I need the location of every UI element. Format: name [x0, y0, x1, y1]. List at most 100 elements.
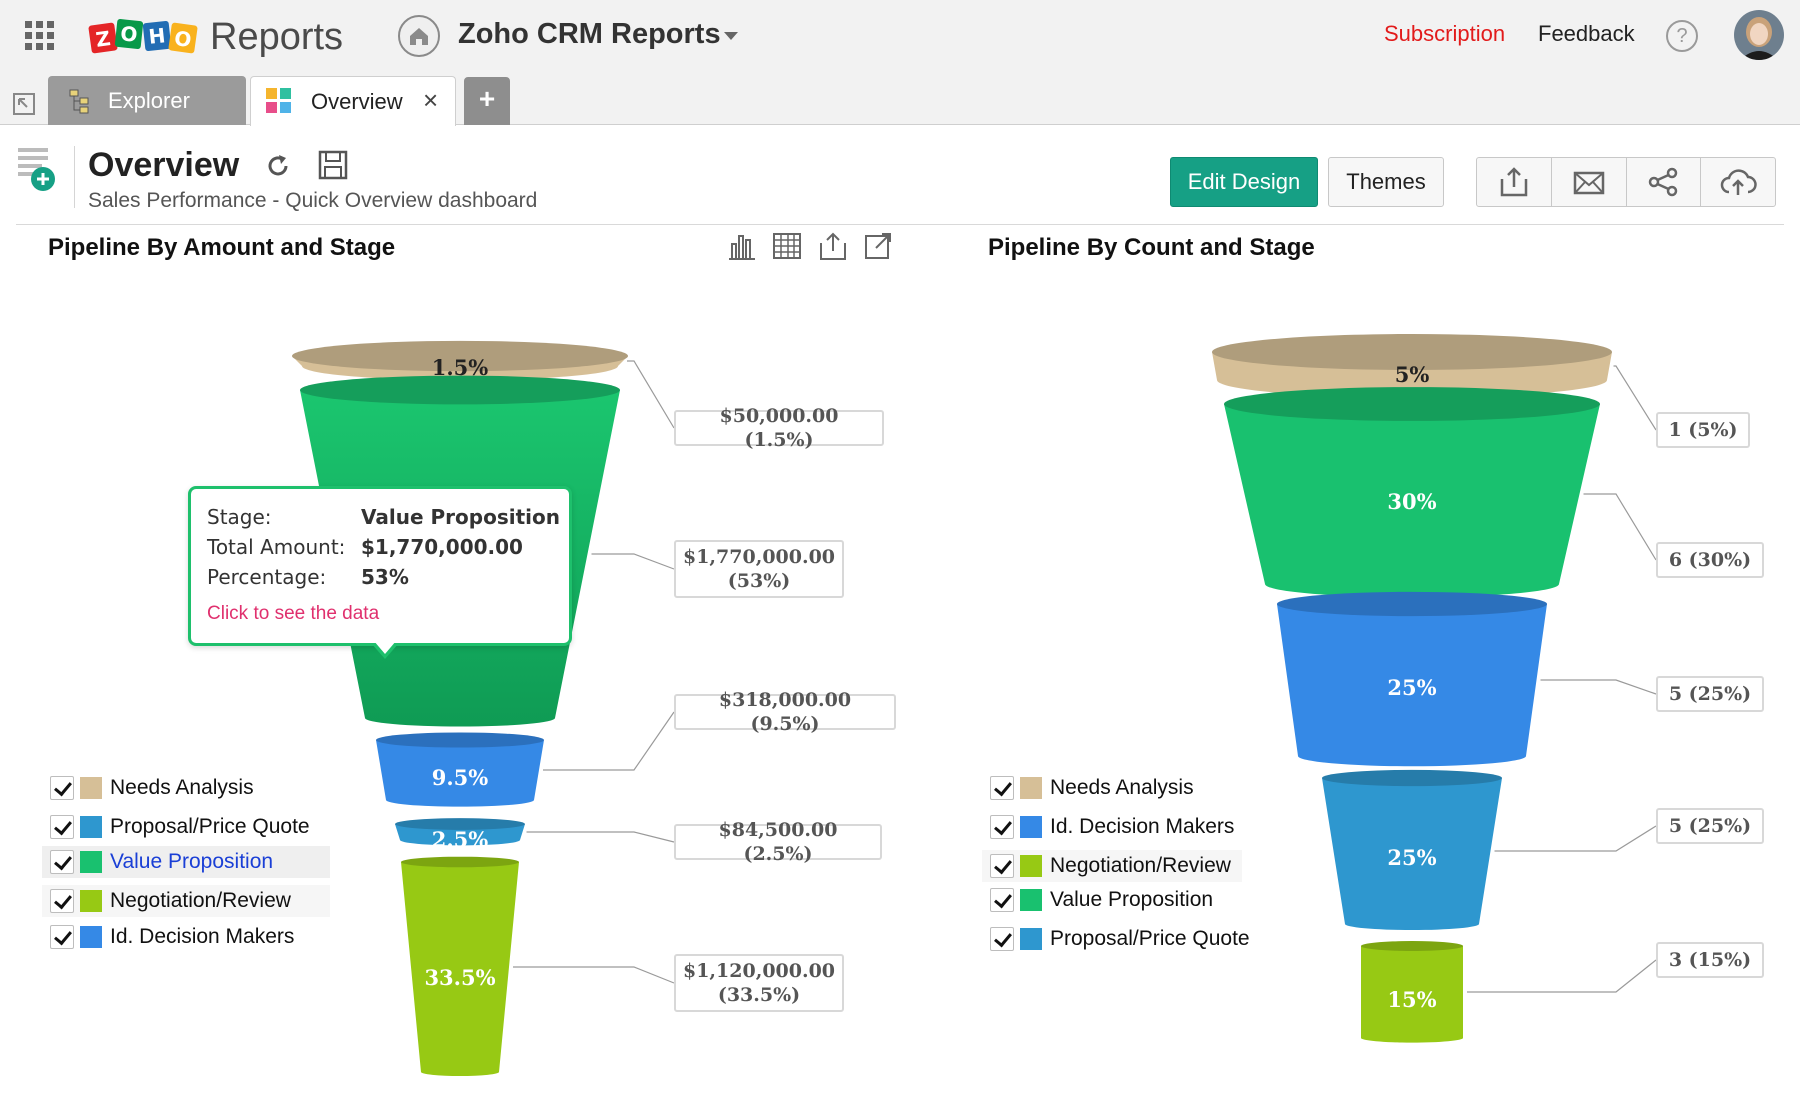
legend-item-value-proposition[interactable]: Value Proposition [982, 884, 1262, 916]
home-icon [410, 28, 428, 45]
funnel-segment-id-decision-makers[interactable] [1277, 591, 1547, 767]
funnel-label: 9.5% [432, 765, 489, 790]
checkbox-icon[interactable] [50, 889, 74, 913]
checkbox-icon[interactable] [50, 925, 74, 949]
collapse-icon[interactable] [12, 92, 36, 116]
apps-grid-icon[interactable] [24, 20, 56, 52]
share-icon [1649, 167, 1678, 197]
funnel-segment-needs-analysis[interactable] [292, 340, 628, 381]
callout-needs-analysis-amount[interactable]: $50,000.00 (1.5%) [674, 405, 884, 451]
funnel-segment-needs-analysis[interactable] [1212, 334, 1612, 398]
checkbox-icon[interactable] [50, 776, 74, 800]
tab-overview[interactable]: Overview × [250, 76, 456, 126]
legend-swatch [80, 816, 102, 838]
tab-bar: Explorer Overview × + [0, 70, 1800, 126]
legend-item-value-proposition[interactable]: Value Proposition [42, 846, 330, 878]
tab-explorer[interactable]: Explorer [48, 76, 246, 125]
checkbox-icon[interactable] [50, 850, 74, 874]
funnel-segment-proposal-price-quote[interactable] [395, 818, 525, 846]
funnel-segment-id-decision-makers[interactable] [376, 732, 544, 807]
leader-line [591, 553, 675, 570]
legend-label: Needs Analysis [110, 776, 254, 799]
checkbox-icon[interactable] [990, 815, 1014, 839]
avatar[interactable] [1734, 10, 1784, 60]
tooltip-value: 53% [361, 565, 409, 589]
chart-icon[interactable] [726, 230, 758, 262]
legend-item-proposal[interactable]: Proposal/Price Quote [42, 811, 332, 843]
tooltip-value: $1,770,000.00 [361, 535, 523, 559]
export-icon[interactable] [817, 230, 849, 262]
tooltip-row-stage: Stage: Value Proposition [207, 505, 560, 529]
workspace-dropdown-icon[interactable] [724, 32, 738, 40]
legend-item-proposal[interactable]: Proposal/Price Quote [982, 923, 1262, 955]
home-button[interactable] [398, 15, 440, 57]
leader-line [627, 360, 675, 429]
leader-line [1494, 825, 1657, 852]
themes-button[interactable]: Themes [1328, 157, 1444, 207]
legend-swatch [1020, 855, 1042, 877]
callout-value-proposition-amount[interactable]: $1,770,000.00 (53%) [674, 540, 844, 598]
callout-decision-makers-count[interactable]: 5 (25%) [1656, 676, 1764, 712]
export-button[interactable] [1477, 158, 1552, 206]
edit-design-button[interactable]: Edit Design [1170, 157, 1318, 207]
see-data-link[interactable]: Click to see the data [207, 603, 380, 624]
dashboard-icon [266, 88, 291, 113]
email-icon [1573, 171, 1604, 195]
callout-value-proposition-count[interactable]: 6 (30%) [1656, 542, 1764, 578]
publish-button[interactable] [1701, 158, 1775, 206]
callout-proposal-count[interactable]: 5 (25%) [1656, 808, 1764, 844]
funnel-segment-value-proposition[interactable] [1224, 387, 1600, 598]
save-icon[interactable] [318, 150, 348, 180]
svg-text:Z: Z [94, 26, 112, 52]
legend-item-negotiation[interactable]: Negotiation/Review [42, 885, 330, 917]
funnel-label: 5% [1395, 362, 1430, 387]
funnel-label: 33.5% [424, 965, 495, 990]
table-icon[interactable] [771, 230, 803, 262]
add-view-icon[interactable] [16, 144, 58, 194]
callout-decision-makers-amount[interactable]: $318,000.00 (9.5%) [674, 689, 896, 735]
leader-line [543, 711, 675, 771]
legend-item-needs-analysis[interactable]: Needs Analysis [982, 772, 1262, 804]
callout-needs-analysis-count[interactable]: 1 (5%) [1656, 412, 1750, 448]
callout-proposal-amount[interactable]: $84,500.00 (2.5%) [674, 819, 882, 865]
leader-line [1583, 493, 1657, 561]
legend-item-decision-makers[interactable]: Id. Decision Makers [42, 921, 332, 953]
add-tab-button[interactable]: + [464, 77, 510, 125]
help-icon[interactable]: ? [1666, 20, 1698, 52]
feedback-link[interactable]: Feedback [1538, 21, 1635, 46]
email-button[interactable] [1552, 158, 1627, 206]
tooltip-key: Total Amount: [207, 535, 346, 559]
legend-item-needs-analysis[interactable]: Needs Analysis [42, 772, 332, 804]
open-in-new-icon[interactable] [862, 230, 894, 262]
legend-item-decision-makers[interactable]: Id. Decision Makers [982, 811, 1262, 843]
funnel-label: 25% [1387, 845, 1436, 870]
funnel-segment-proposal-price-quote[interactable] [1322, 769, 1502, 931]
legend-swatch [1020, 777, 1042, 799]
funnel-segment-negotiation-review[interactable] [401, 856, 519, 1076]
share-button[interactable] [1627, 158, 1702, 206]
legend-item-negotiation[interactable]: Negotiation/Review [982, 850, 1242, 882]
legend-label: Id. Decision Makers [110, 925, 295, 948]
tooltip-key: Percentage: [207, 565, 327, 589]
funnel-label: 2.5% [432, 827, 489, 852]
workspace-title[interactable]: Zoho CRM Reports [458, 18, 721, 50]
checkbox-icon[interactable] [990, 776, 1014, 800]
header-divider [16, 224, 1784, 225]
checkbox-icon[interactable] [990, 927, 1014, 951]
checkbox-icon[interactable] [50, 815, 74, 839]
subscription-link[interactable]: Subscription [1384, 21, 1506, 46]
close-icon[interactable]: × [423, 85, 439, 115]
refresh-icon[interactable] [264, 152, 292, 180]
zoho-logo[interactable]: Z O H O [88, 14, 200, 58]
page-subtitle: Sales Performance - Quick Overview dashb… [88, 189, 538, 212]
widget-title-count: Pipeline By Count and Stage [988, 234, 1315, 261]
leader-line [513, 966, 675, 984]
checkbox-icon[interactable] [990, 888, 1014, 912]
explorer-icon [69, 89, 89, 114]
funnel-segment-negotiation-review[interactable] [1361, 941, 1463, 1043]
checkbox-icon[interactable] [990, 854, 1014, 878]
callout-negotiation-amount[interactable]: $1,120,000.00 (33.5%) [674, 954, 844, 1012]
funnel-label: 1.5% [432, 355, 489, 380]
user-avatar-image [1734, 10, 1784, 60]
callout-negotiation-count[interactable]: 3 (15%) [1656, 942, 1764, 978]
